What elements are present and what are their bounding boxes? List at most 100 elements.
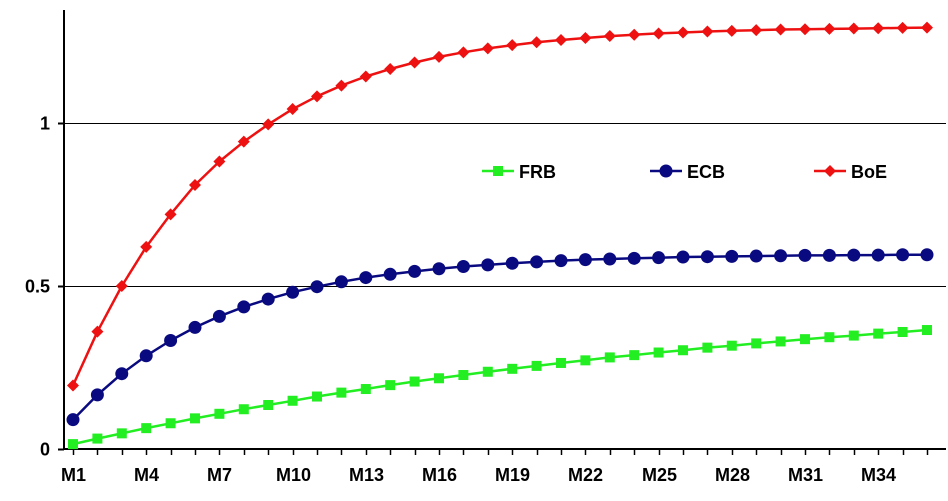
data-point-ecb bbox=[578, 253, 592, 267]
data-point-frb bbox=[336, 387, 347, 398]
data-point-ecb bbox=[359, 271, 373, 285]
data-point-boe bbox=[652, 27, 665, 40]
data-point-boe bbox=[408, 56, 421, 69]
legend-item-frb: FRB bbox=[482, 162, 556, 182]
data-point-frb bbox=[897, 326, 908, 337]
x-tick-label: M16 bbox=[422, 465, 457, 485]
y-tick-label: 1 bbox=[40, 114, 50, 134]
data-point-ecb bbox=[408, 264, 422, 278]
data-point-boe bbox=[506, 39, 519, 52]
x-tick-label: M31 bbox=[788, 465, 823, 485]
series-lines bbox=[66, 21, 934, 450]
x-tick-label: M7 bbox=[207, 465, 232, 485]
data-point-frb bbox=[726, 340, 737, 351]
data-point-ecb bbox=[871, 248, 885, 262]
data-point-ecb bbox=[334, 275, 348, 289]
series-line-frb bbox=[72, 328, 928, 446]
data-point-frb bbox=[141, 423, 152, 434]
data-point-ecb bbox=[66, 413, 80, 427]
data-point-frb bbox=[678, 345, 688, 356]
data-point-ecb bbox=[920, 248, 934, 262]
data-point-frb bbox=[702, 342, 713, 353]
data-point-ecb bbox=[847, 248, 861, 262]
data-point-boe bbox=[213, 155, 226, 168]
data-point-frb bbox=[238, 404, 249, 415]
data-point-ecb bbox=[310, 280, 324, 294]
data-point-frb bbox=[214, 408, 225, 419]
legend-label-boe: BoE bbox=[851, 162, 887, 182]
data-point-ecb bbox=[505, 256, 519, 270]
data-point-boe bbox=[628, 28, 641, 41]
data-point-frb bbox=[604, 352, 615, 363]
data-point-frb bbox=[458, 370, 469, 381]
data-point-boe bbox=[701, 25, 714, 38]
data-point-frb bbox=[434, 373, 444, 384]
data-point-boe bbox=[433, 50, 445, 63]
data-point-boe bbox=[67, 379, 79, 392]
data-point-boe bbox=[872, 22, 885, 35]
data-point-ecb bbox=[896, 248, 910, 262]
data-point-ecb bbox=[627, 251, 641, 265]
data-point-boe bbox=[823, 22, 836, 35]
data-point-ecb bbox=[90, 388, 104, 402]
data-point-ecb bbox=[774, 249, 788, 263]
data-point-boe bbox=[750, 24, 763, 37]
data-point-ecb bbox=[432, 262, 446, 276]
data-point-frb bbox=[848, 330, 859, 341]
data-point-boe bbox=[286, 103, 299, 116]
data-point-boe bbox=[237, 135, 250, 148]
data-point-frb bbox=[116, 428, 127, 439]
x-tick-label: M1 bbox=[61, 465, 86, 485]
series-ecb bbox=[66, 248, 934, 427]
data-point-boe bbox=[335, 79, 348, 92]
data-point-ecb bbox=[139, 349, 153, 363]
data-point-ecb bbox=[798, 248, 812, 262]
data-point-boe bbox=[311, 90, 323, 103]
x-tick-label: M10 bbox=[276, 465, 311, 485]
data-point-frb bbox=[92, 433, 103, 444]
data-point-ecb bbox=[700, 250, 714, 264]
data-point-ecb bbox=[481, 258, 495, 272]
data-point-ecb bbox=[115, 367, 129, 381]
data-point-boe bbox=[91, 325, 104, 338]
series-boe bbox=[67, 21, 933, 392]
legend-label-ecb: ECB bbox=[687, 162, 725, 182]
gridlines bbox=[64, 123, 946, 287]
data-point-boe bbox=[481, 42, 494, 55]
data-point-ecb bbox=[164, 333, 178, 347]
data-point-boe bbox=[164, 208, 177, 221]
data-point-frb bbox=[775, 336, 786, 347]
data-point-ecb bbox=[749, 249, 763, 263]
data-point-boe bbox=[530, 36, 543, 49]
data-point-ecb bbox=[652, 251, 666, 265]
series-line-boe bbox=[71, 26, 928, 386]
y-tick-label: 0 bbox=[40, 440, 50, 460]
data-point-ecb bbox=[188, 320, 202, 334]
data-point-boe bbox=[555, 33, 567, 46]
data-point-boe bbox=[921, 21, 933, 34]
data-point-ecb bbox=[725, 249, 739, 263]
x-tick-label: M19 bbox=[495, 465, 530, 485]
data-point-ecb bbox=[530, 255, 544, 269]
legend-item-ecb: ECB bbox=[650, 162, 725, 182]
data-point-ecb bbox=[822, 248, 836, 262]
data-point-boe bbox=[189, 179, 201, 191]
data-point-ecb bbox=[456, 259, 470, 273]
data-point-boe bbox=[262, 118, 275, 131]
x-tick-label: M22 bbox=[568, 465, 603, 485]
data-point-frb bbox=[68, 439, 78, 450]
data-point-frb bbox=[385, 380, 396, 391]
data-point-frb bbox=[287, 395, 298, 406]
data-point-frb bbox=[190, 413, 200, 424]
data-point-frb bbox=[751, 338, 762, 349]
data-point-frb bbox=[482, 366, 493, 377]
data-point-frb bbox=[531, 360, 542, 371]
data-point-ecb bbox=[261, 292, 275, 306]
data-point-ecb bbox=[286, 285, 300, 299]
data-point-frb bbox=[873, 328, 884, 339]
data-point-frb bbox=[165, 418, 176, 429]
legend-marker-ecb bbox=[659, 164, 673, 178]
data-point-boe bbox=[140, 240, 153, 253]
legend-item-boe: BoE bbox=[814, 162, 887, 182]
y-tick-label: 0.5 bbox=[25, 277, 50, 297]
